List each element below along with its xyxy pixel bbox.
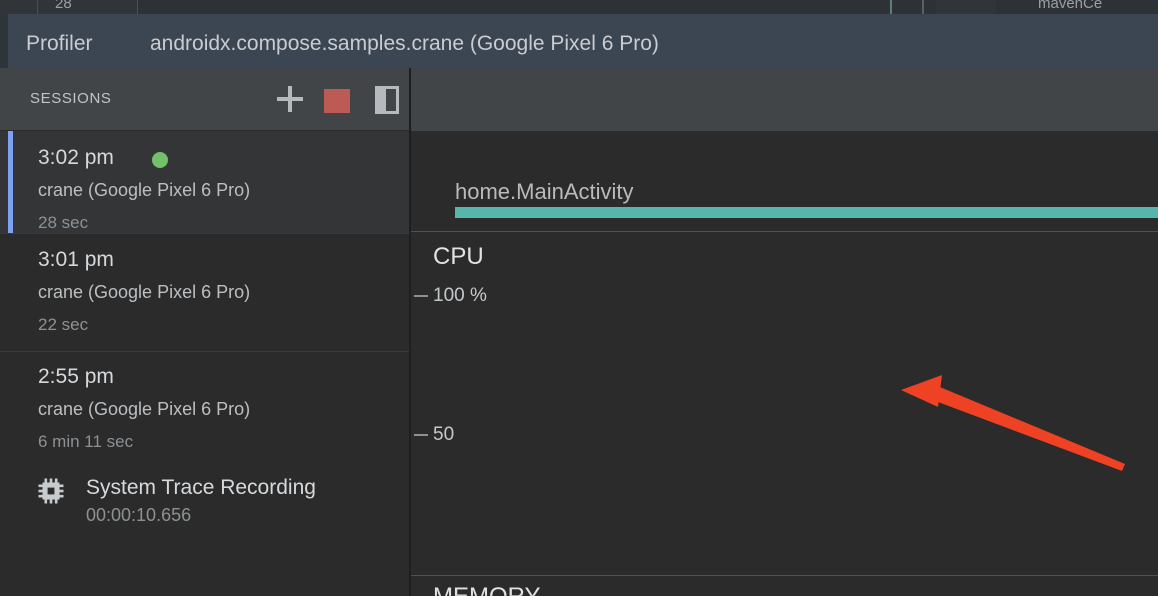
session-item[interactable]: 3:01 pm crane (Google Pixel 6 Pro) 22 se… <box>0 234 410 352</box>
monitor-stage: home.MainActivity CPU 100 % 50 MEMORY <box>411 131 1158 596</box>
sliver-repo-label: mavenCe <box>1038 0 1103 11</box>
activity-lifecycle-bar <box>455 207 1158 218</box>
session-device: crane (Google Pixel 6 Pro) <box>38 282 251 302</box>
add-session-button[interactable] <box>277 86 303 112</box>
session-device: crane (Google Pixel 6 Pro) <box>38 399 251 419</box>
sliver-number: 28 <box>55 0 72 11</box>
cpu-section-title: CPU <box>433 243 484 270</box>
sliver-tick-gray <box>922 0 924 14</box>
panel-divider[interactable] <box>409 68 411 596</box>
session-time: 2:55 pm <box>38 365 114 388</box>
profiler-tab-bar: Profiler androidx.compose.samples.crane … <box>0 14 1158 80</box>
session-time: 3:02 pm <box>38 146 114 169</box>
cpu-chip-icon <box>38 478 64 504</box>
cpu-axis-tick <box>414 295 428 297</box>
sessions-title: SESSIONS <box>30 90 112 107</box>
section-divider <box>411 575 1158 576</box>
annotation-arrow <box>901 375 1125 471</box>
session-time: 3:01 pm <box>38 248 114 271</box>
session-duration: 22 sec <box>38 315 89 334</box>
activity-label: home.MainActivity <box>455 179 634 204</box>
section-divider <box>411 231 1158 232</box>
stage-toolbar-area <box>411 68 1158 131</box>
cpu-axis-label: 50 <box>433 424 455 445</box>
stop-recording-button[interactable] <box>324 89 350 113</box>
sessions-list[interactable]: 3:02 pm crane (Google Pixel 6 Pro) 28 se… <box>0 131 410 596</box>
trace-recording-name: System Trace Recording <box>86 476 316 499</box>
page-title: Profiler <box>26 32 93 55</box>
session-item[interactable]: 3:02 pm crane (Google Pixel 6 Pro) 28 se… <box>0 131 410 234</box>
sliver-tick-teal <box>890 0 892 14</box>
sessions-header: SESSIONS <box>0 68 410 131</box>
toggle-panel-button[interactable] <box>375 86 399 114</box>
selection-indicator <box>8 131 13 233</box>
session-duration: 6 min 11 sec <box>38 432 134 451</box>
tab-session-name[interactable]: androidx.compose.samples.crane (Google P… <box>150 32 659 55</box>
session-device: crane (Google Pixel 6 Pro) <box>38 180 251 200</box>
session-duration: 28 sec <box>38 213 89 232</box>
cpu-axis-tick <box>414 434 428 436</box>
clipped-toolbar-row: 28 mavenCe <box>0 0 1158 14</box>
session-item[interactable]: 2:55 pm crane (Google Pixel 6 Pro) 6 min… <box>0 352 410 596</box>
cpu-axis-label: 100 % <box>433 285 487 306</box>
tool-window-edge <box>0 14 8 68</box>
live-session-dot <box>152 152 168 168</box>
trace-recording-timestamp: 00:00:10.656 <box>86 505 192 525</box>
memory-section-title: MEMORY <box>433 583 541 596</box>
